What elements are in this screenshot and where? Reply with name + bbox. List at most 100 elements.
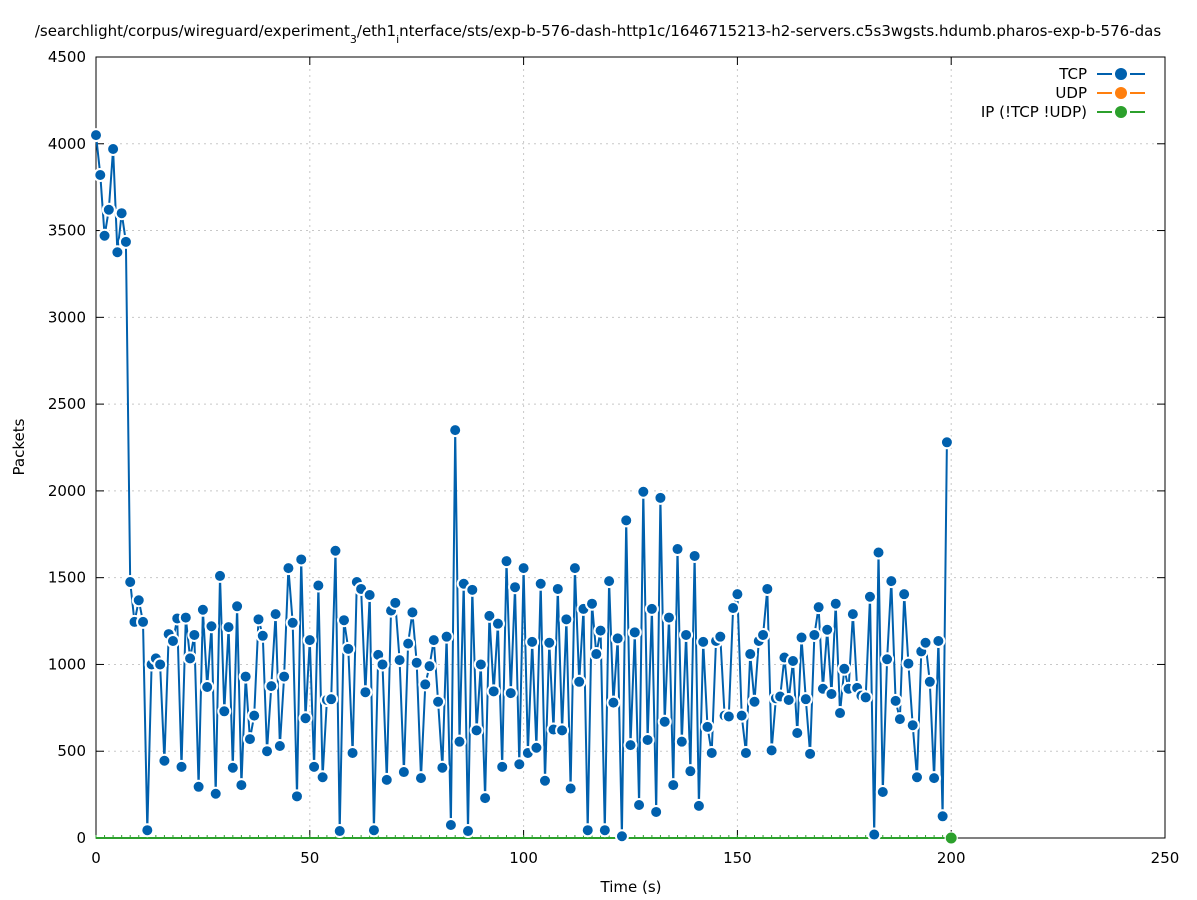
tcp-point [833, 706, 848, 721]
tcp-point [311, 578, 326, 593]
tcp-point [187, 627, 202, 642]
tcp-point [537, 773, 552, 788]
tcp-point [897, 587, 912, 602]
tcp-point [803, 746, 818, 761]
tcp-point [230, 599, 245, 614]
tcp-point [469, 723, 484, 738]
tcp-point [593, 623, 608, 638]
tcp-point [388, 595, 403, 610]
plot-area [89, 128, 958, 845]
tcp-point [918, 635, 933, 650]
tcp-point [743, 647, 758, 662]
tcp-point [93, 168, 108, 183]
tcp-point [495, 759, 510, 774]
tcp-point [118, 234, 133, 249]
tcp-point [790, 725, 805, 740]
y-tick-label: 4000 [48, 135, 86, 153]
y-tick-label: 4500 [48, 48, 86, 66]
tcp-point [89, 128, 103, 143]
tcp-point [747, 694, 762, 709]
tcp-point [657, 714, 672, 729]
y-tick-label: 3000 [48, 308, 86, 326]
tcp-point [255, 628, 270, 643]
tcp-point [567, 561, 582, 576]
tcp-point [213, 568, 228, 583]
tcp-point [764, 743, 779, 758]
x-tick-label: 250 [1151, 849, 1180, 867]
legend-marker [1115, 87, 1127, 99]
tcp-point [811, 600, 826, 615]
tcp-point [114, 206, 129, 221]
tcp-point [452, 734, 467, 749]
tcp-point [140, 823, 155, 838]
tcp-point [443, 817, 458, 832]
tcp-point [478, 791, 493, 806]
tcp-point [550, 581, 565, 596]
title-subscript: i [396, 33, 399, 46]
tcp-point [824, 686, 839, 701]
tcp-point [533, 576, 548, 591]
legend-marker [1115, 106, 1127, 118]
tcp-point [670, 542, 685, 557]
tcp-point [174, 759, 189, 774]
tcp-point [627, 625, 642, 640]
tcp-point [341, 641, 356, 656]
tcp-point [200, 680, 215, 695]
tcp-point [247, 708, 262, 723]
tcp-point [431, 694, 446, 709]
tcp-point [418, 677, 433, 692]
tcp-point [798, 692, 813, 707]
y-tick-label: 1000 [48, 655, 86, 673]
tcp-point [606, 695, 621, 710]
tcp-point [362, 588, 377, 603]
legend-marker [1115, 68, 1127, 80]
tcp-point [486, 684, 501, 699]
tcp-point [700, 719, 715, 734]
tcp-point [277, 669, 292, 684]
title-part: /eth1 [357, 22, 396, 40]
tcp-point [482, 608, 497, 623]
axes: 0 500 1000 1500 2000 2500 3000 3500 4000 4500 0 50 1… [48, 48, 1180, 867]
tcp-point [922, 674, 937, 689]
tcp-point [242, 732, 257, 747]
tcp-point [644, 601, 659, 616]
tcp-point [315, 770, 330, 785]
tcp-point [880, 652, 895, 667]
tcp-point [375, 657, 390, 672]
tcp-point [909, 770, 924, 785]
tcp-point [508, 580, 523, 595]
tcp-point [238, 669, 253, 684]
x-axis-label: Time (s) [600, 878, 662, 896]
tcp-point [602, 574, 617, 589]
tcp-point [931, 634, 946, 649]
tcp-point [807, 627, 822, 642]
tcp-point [756, 627, 771, 642]
tcp-point [392, 653, 407, 668]
tcp-point [512, 757, 527, 772]
tcp-point [294, 552, 309, 567]
title-part: /searchlight/corpus/wireguard/experiment [35, 22, 350, 40]
tcp-point [713, 629, 728, 644]
tcp-point [106, 141, 121, 156]
tcp-point [366, 823, 381, 838]
tcp-point [661, 610, 676, 625]
tcp-point [178, 610, 193, 625]
y-axis-label: Packets [10, 418, 28, 475]
tcp-point [696, 634, 711, 649]
legend-label: IP (!TCP !UDP) [981, 103, 1087, 121]
y-tick-label: 2000 [48, 482, 86, 500]
tcp-point [217, 704, 232, 719]
tcp-point [332, 824, 347, 839]
tcp-point [529, 740, 544, 755]
tcp-point [358, 685, 373, 700]
tcp-point [721, 709, 736, 724]
tcp-point [396, 765, 411, 780]
tcp-point [379, 772, 394, 787]
tcp-point [905, 718, 920, 733]
tcp-point [110, 245, 125, 260]
tcp-point [401, 636, 416, 651]
x-tick-label: 150 [723, 849, 752, 867]
tcp-point [439, 629, 454, 644]
tcp-point [649, 804, 664, 819]
